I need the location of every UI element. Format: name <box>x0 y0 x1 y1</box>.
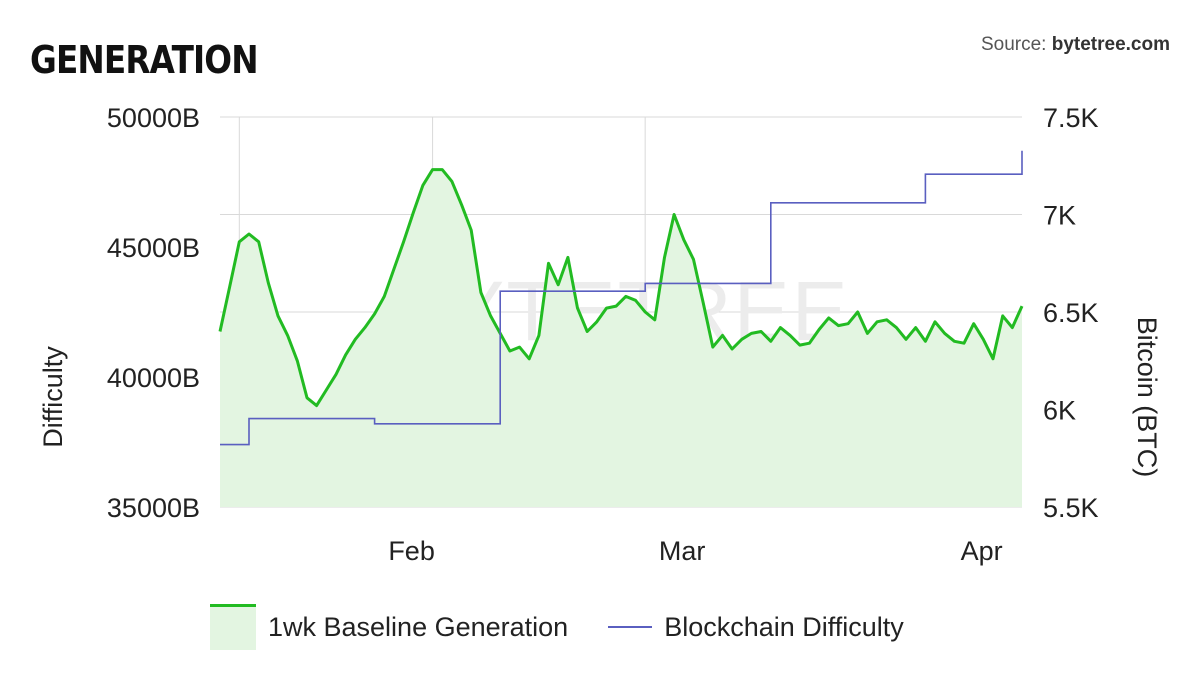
y-axis-right-label: Bitcoin (BTC) <box>1132 317 1162 478</box>
left-axis-ticks: 50000B 45000B 40000B 35000B <box>107 103 200 523</box>
line-layer <box>218 150 1024 446</box>
legend-swatch-difficulty[interactable] <box>608 626 653 628</box>
right-axis-ticks: 7.5K 7K 6.5K 6K 5.5K <box>1043 103 1099 523</box>
legend-label-difficulty[interactable]: Blockchain Difficulty <box>664 611 904 642</box>
source-credit: Source: bytetree.com <box>981 34 1170 56</box>
generation-area <box>220 169 1022 507</box>
right-tick-label: 6.5K <box>1043 298 1099 328</box>
x-axis-ticks: Feb Mar Apr <box>388 536 1002 566</box>
chart-legend: 1wk Baseline Generation Blockchain Diffi… <box>210 604 904 650</box>
left-tick-label: 35000B <box>107 493 200 523</box>
page-title: GENERATION <box>30 38 259 82</box>
x-tick-label: Apr <box>961 536 1003 566</box>
source-prefix: Source: <box>980 34 1052 55</box>
source-link[interactable]: bytetree.com <box>1051 34 1170 55</box>
left-tick-label: 40000B <box>107 363 200 393</box>
right-tick-label: 6K <box>1043 396 1076 426</box>
left-tick-label: 50000B <box>107 103 200 133</box>
x-tick-label: Feb <box>388 536 435 566</box>
right-tick-label: 7K <box>1043 201 1076 231</box>
difficulty-step-line <box>220 150 1023 446</box>
generation-line <box>218 168 1024 408</box>
right-tick-label: 5.5K <box>1043 493 1099 523</box>
y-axis-left-label: Difficulty <box>38 346 68 448</box>
right-tick-label: 7.5K <box>1043 103 1099 133</box>
area-layer <box>220 169 1022 507</box>
legend-label-generation[interactable]: 1wk Baseline Generation <box>268 611 569 642</box>
legend-swatch-generation[interactable] <box>210 604 256 650</box>
x-tick-label: Mar <box>659 536 706 566</box>
left-tick-label: 45000B <box>107 233 200 263</box>
